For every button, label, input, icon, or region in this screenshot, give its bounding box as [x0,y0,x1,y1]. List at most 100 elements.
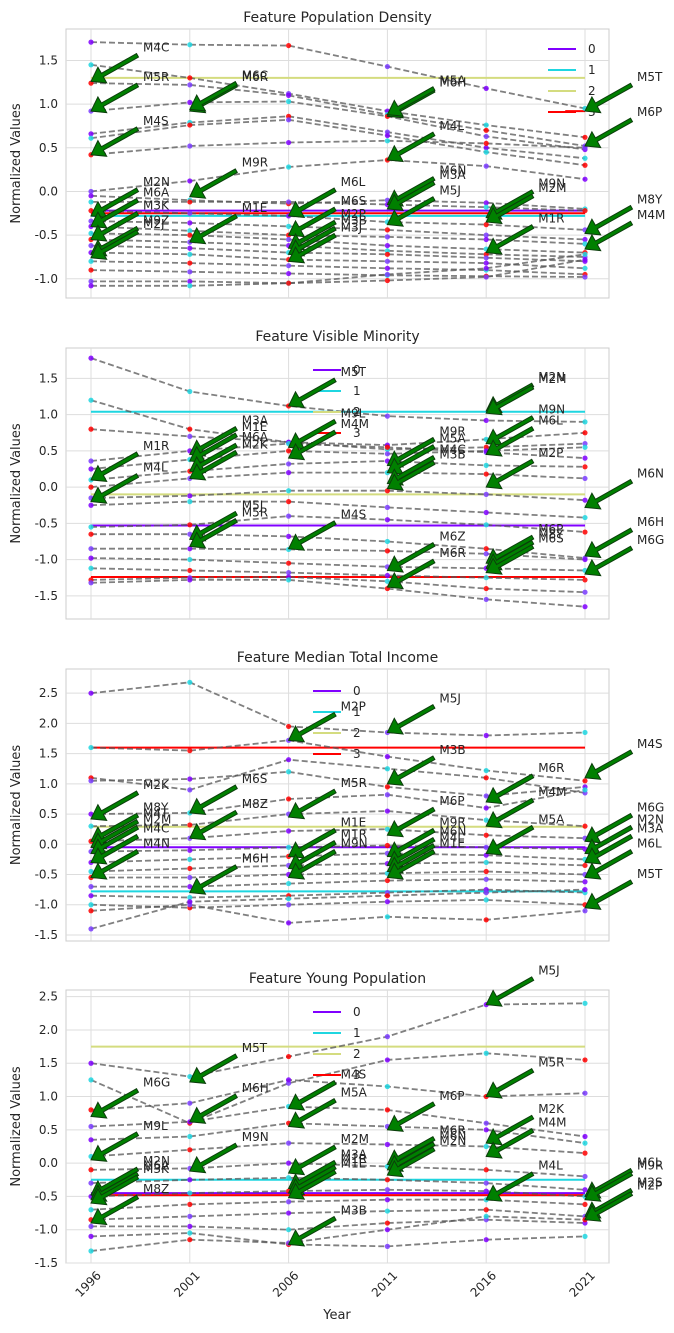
data-point [88,1123,94,1130]
data-point [483,149,489,155]
data-point [582,162,588,168]
annotation-label: M5A [538,812,565,826]
annotation-arrow-icon [386,131,436,163]
data-point [582,1133,588,1140]
annotation-label: M2S [637,1175,663,1189]
annotation-arrow-icon [90,473,140,504]
data-point [384,572,390,579]
series-line [90,399,586,447]
annotation-label: M6N [439,1129,466,1143]
series-line [90,1208,586,1221]
data-point [187,42,193,48]
annotation-label: M4M [538,785,566,799]
data-point [483,917,489,923]
data-point [483,140,489,147]
data-point [483,732,489,739]
data-point [582,1140,588,1146]
data-point [483,222,489,228]
data-point [384,538,390,545]
data-point [483,859,489,866]
annotation-arrow-icon [189,80,238,112]
annotation-label: M6H [242,852,269,866]
series-line [90,82,586,147]
data-point [286,236,292,243]
series-line [90,576,586,594]
data-point [88,524,94,530]
data-point [187,865,193,872]
annotation-label: M3B [341,213,367,227]
annotation-arrow-icon [287,1215,337,1247]
annotation-label: M6C [242,68,268,82]
data-point [384,1197,390,1203]
data-point [187,1213,193,1219]
series-line [90,852,586,864]
annotation-label: M6S [341,194,367,208]
data-point [483,200,489,206]
data-point [483,868,489,875]
annotation-label: M5J [242,498,264,512]
series-line [90,251,586,270]
series-line [90,260,586,276]
y-tick-label: 0.0 [39,837,58,851]
y-tick-label: 0.5 [39,807,58,821]
data-point [286,92,292,98]
series-line [90,442,586,462]
data-point [483,1237,489,1243]
data-point [286,902,292,908]
y-tick-label: 2.0 [39,1023,58,1037]
series-line [91,1218,586,1231]
annotation-label: M5T [341,365,367,379]
annotation-label: M1E [341,815,367,829]
series-line [90,115,586,160]
data-point [384,792,390,798]
annotation-arrow-icon [386,1101,436,1132]
data-point [483,127,489,133]
annotation-label: M6Z [439,529,465,543]
annotation-arrow-icon [90,1088,140,1119]
annotation-label: M6P [439,1089,464,1103]
data-point [582,208,588,214]
y-tick-label: -0.5 [35,228,58,242]
data-point [88,546,94,552]
y-tick-label: 1.0 [39,1090,58,1104]
y-tick-label: 2.0 [39,716,58,730]
data-point [187,388,193,395]
data-point [88,208,94,214]
data-point [483,1167,489,1173]
data-point [88,580,94,586]
data-point [384,504,390,511]
data-point [286,1199,292,1205]
data-point [582,1000,588,1006]
data-point [483,471,489,477]
data-point [384,914,390,920]
data-point [88,868,94,875]
data-point [483,444,489,450]
data-point [384,242,390,249]
annotation-label: M3A [439,168,466,182]
data-point [384,1220,390,1226]
data-point [384,234,390,240]
data-point [384,1107,390,1113]
annotation-arrow-icon [485,1068,535,1099]
annotation-label: M4S [341,1068,367,1082]
annotation-arrow-icon [386,180,436,211]
annotation-label: M6R [242,70,268,84]
series-line [90,1122,586,1144]
series-line [90,489,586,502]
annotation-label: M5A [439,432,466,446]
data-point [286,560,292,566]
data-point [582,908,588,914]
gridlines [66,990,609,1264]
annotation-arrow-icon [584,204,634,236]
annotation-label: M2K [242,437,269,451]
plot-content [88,1000,588,1254]
annotation-label: M6S [242,772,268,786]
series-line [90,567,586,581]
data-point [187,522,193,528]
data-point [187,75,193,81]
series-line [90,758,586,794]
annotation-label: M3J [341,220,363,234]
annotation-label: M6L [341,175,366,189]
series-line [90,557,586,572]
data-point [88,1077,94,1083]
